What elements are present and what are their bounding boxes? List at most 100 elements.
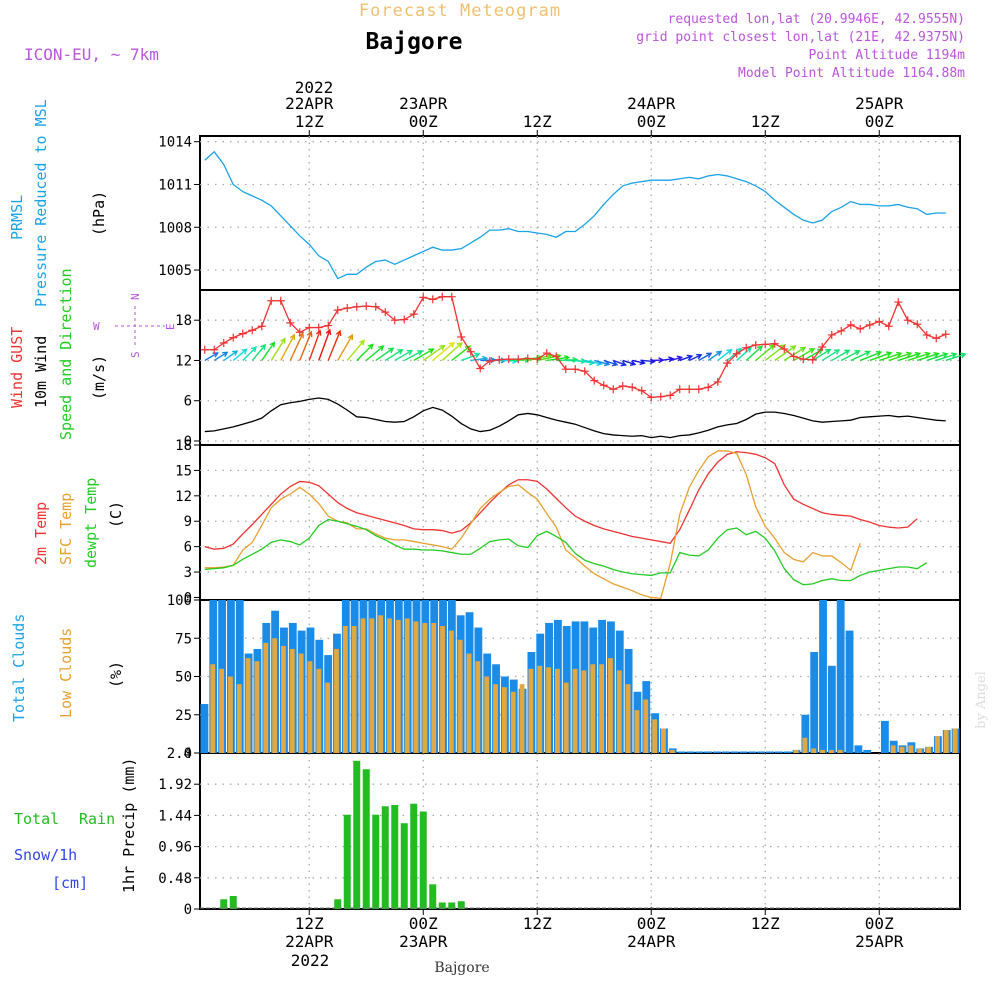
low-cloud-bar — [254, 661, 260, 753]
low-cloud-bar — [369, 618, 375, 753]
gust-marker — [295, 328, 304, 337]
gust-marker — [846, 320, 855, 329]
wind-direction-arrow — [584, 359, 602, 365]
low-cloud-bar — [245, 658, 251, 753]
wind-direction-arrow — [888, 352, 912, 362]
bottom-time-label: 12Z — [295, 914, 324, 933]
low-cloud-bar — [493, 684, 498, 753]
gust-marker — [248, 326, 257, 335]
wind-arrow-head — [563, 354, 571, 361]
low-cloud-bar — [298, 653, 304, 753]
compass-east: E — [164, 323, 177, 330]
low-cloud-bar — [334, 648, 339, 753]
wind-direction-arrow — [251, 344, 266, 361]
grid-point-coords: grid point closest lon,lat (21E, 42.9375… — [636, 30, 965, 45]
wind-arrow-head — [706, 352, 713, 358]
bottom-year-label: 2022 — [291, 951, 330, 970]
wind-arrow-head — [428, 348, 435, 354]
gust-marker — [685, 385, 694, 394]
gust-marker — [723, 359, 732, 368]
rain-bar — [220, 899, 228, 909]
wind-arrow-head — [347, 333, 354, 341]
low-cloud-bar — [351, 626, 357, 753]
hpa-unit-label: (hPa) — [90, 191, 108, 236]
low-cloud-bar — [413, 621, 419, 753]
low-cloud-bar — [457, 639, 463, 753]
low-cloud-bar — [934, 736, 940, 753]
wind-direction-arrow — [726, 348, 742, 361]
wind-arrow-head — [335, 329, 342, 337]
wind-direction-arrow — [413, 348, 434, 362]
gust-marker — [694, 385, 703, 394]
wind-direction-arrow — [242, 346, 257, 361]
total-cloud-bar — [766, 751, 774, 753]
wind-direction-arrow — [575, 359, 594, 364]
low-cloud-bar — [652, 719, 658, 753]
gust-marker — [609, 385, 618, 394]
gust-marker — [210, 345, 219, 354]
low-cloud-bar — [484, 676, 490, 753]
gust-marker — [305, 323, 314, 332]
gust-marker — [523, 354, 532, 363]
wind-direction-arrow — [318, 329, 331, 361]
celsius-unit-label: (C) — [107, 501, 125, 528]
rain-bar — [334, 899, 342, 909]
top-time-label: 23APR — [399, 94, 448, 113]
wind-direction-arrow — [223, 350, 238, 362]
gust-marker — [504, 355, 513, 364]
compass-south: S — [129, 351, 142, 358]
wind-arrow-head — [875, 350, 883, 357]
clouds-ytick-label: 0 — [184, 746, 192, 762]
gust-marker — [770, 339, 779, 348]
rain-bar — [353, 760, 361, 909]
rain-bar — [362, 769, 370, 909]
gust-marker — [352, 302, 361, 311]
low-cloud-bar — [263, 642, 269, 753]
bottom-time-label: 00Z — [865, 914, 894, 933]
wind-direction-arrow — [308, 330, 321, 361]
precip-ytick-label: 2.4 — [167, 746, 192, 762]
bottom-time-label: 25APR — [855, 932, 904, 951]
total-cloud-bar — [810, 652, 819, 753]
gust-marker — [238, 329, 247, 338]
wind-arrow-head — [769, 344, 776, 350]
gust-marker — [780, 345, 789, 354]
temperature-ytick-label: 15 — [175, 463, 192, 479]
low-cloud-bar — [669, 749, 675, 753]
gust-marker — [457, 332, 466, 341]
pressure-panel-frame — [199, 135, 961, 291]
wind-gust-label: Wind GUST — [8, 327, 26, 408]
wind-arrow-head — [439, 344, 446, 351]
low-cloud-bar — [802, 737, 808, 753]
requested-coords: requested lon,lat (20.9946E, 42.9555N) — [668, 12, 965, 27]
wind-arrow-head — [790, 345, 797, 351]
top-time-label: 12Z — [523, 112, 552, 131]
low-cloud-bar — [890, 745, 896, 753]
wind-arrow-head — [388, 347, 395, 354]
gust-marker — [666, 391, 675, 400]
gust-marker — [571, 365, 580, 374]
low-cloud-bar — [316, 668, 322, 753]
rain-bar — [448, 902, 456, 909]
gust-marker — [799, 355, 808, 364]
pressure-line — [204, 150, 946, 280]
wind-arrow-head — [325, 328, 332, 336]
gust-marker — [761, 340, 770, 349]
wind-direction-arrow — [679, 355, 693, 362]
gust-marker — [647, 393, 656, 402]
bottom-time-label: 12Z — [523, 914, 552, 933]
gust-marker — [875, 317, 884, 326]
low-cloud-bar — [422, 622, 428, 753]
temperature-ytick-label: 18 — [175, 438, 192, 454]
wind-ytick-label: 0 — [184, 434, 192, 450]
gust-marker — [561, 365, 570, 374]
gust-marker — [542, 349, 551, 358]
total-label: Total — [14, 810, 59, 828]
wind-direction-arrow — [289, 333, 304, 361]
low-cloud-bar — [625, 684, 631, 753]
low-cloud-bar — [342, 626, 348, 753]
wind-arrow-head — [629, 360, 637, 367]
top-time-label: 00Z — [637, 112, 666, 131]
series-layer — [200, 150, 967, 909]
wind-direction-arrow — [337, 334, 353, 361]
